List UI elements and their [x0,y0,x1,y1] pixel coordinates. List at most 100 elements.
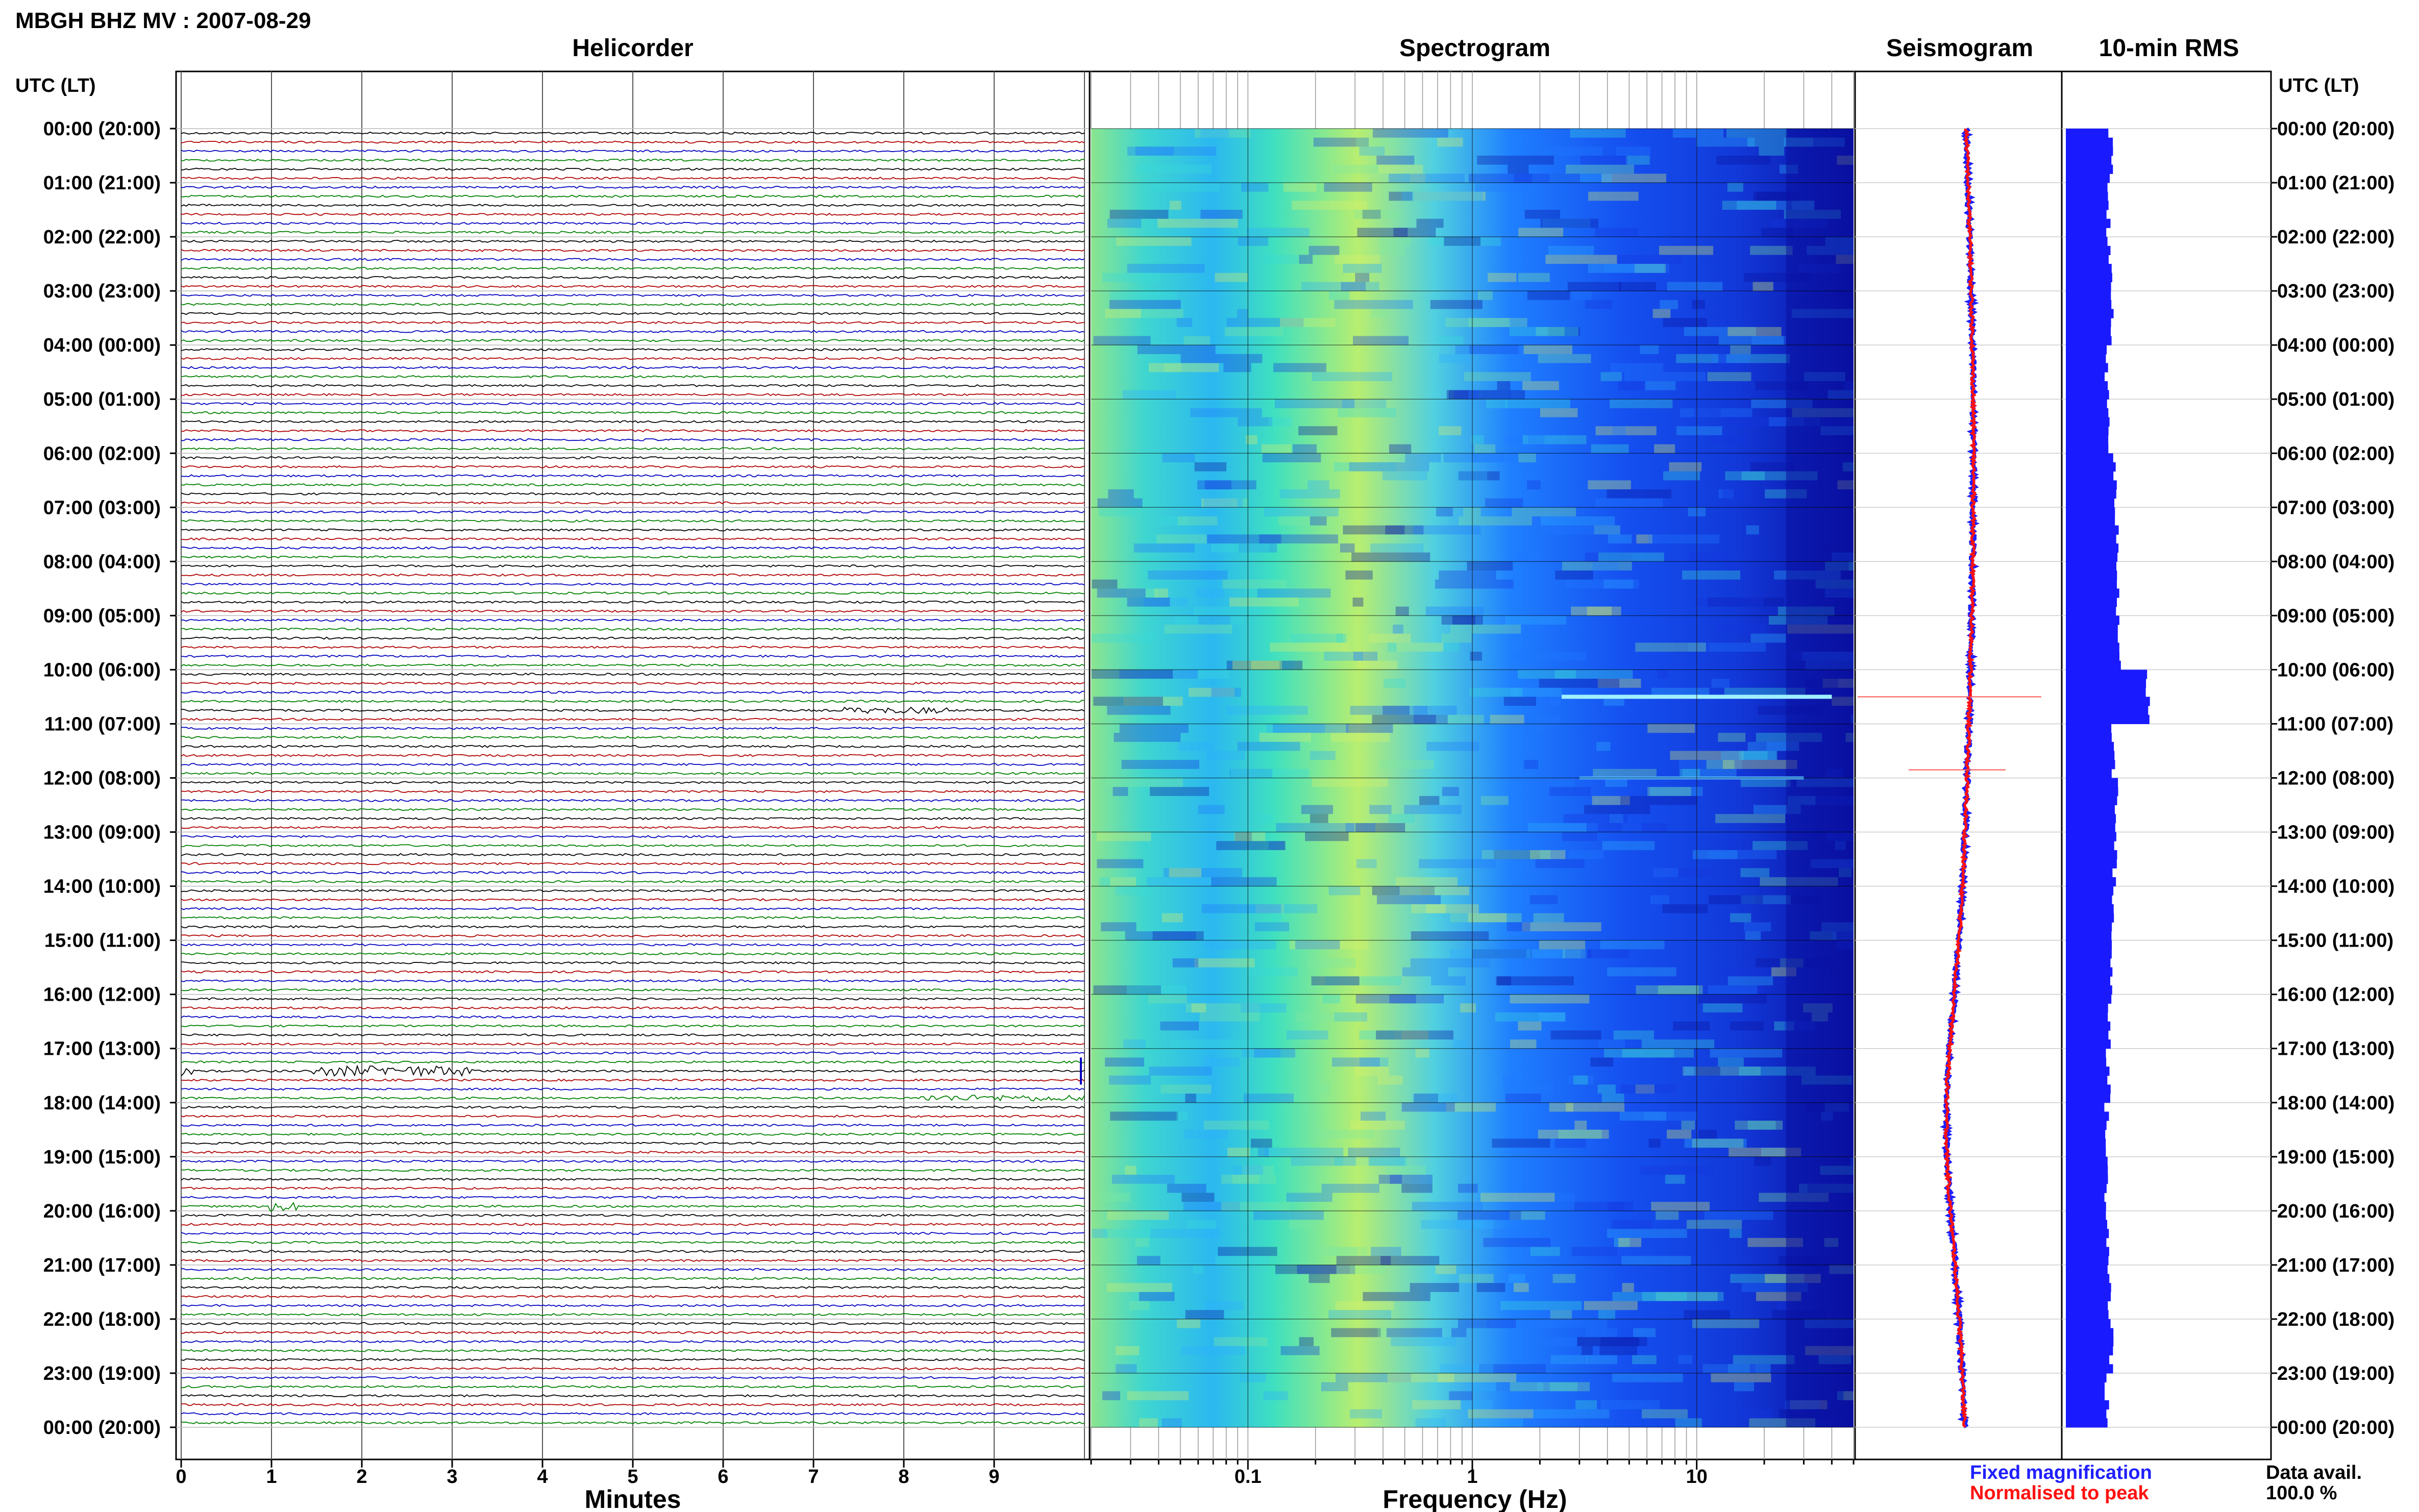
spectrogram-cell [1435,1265,1457,1274]
spectrogram-cell [1357,228,1436,237]
x-tick-label: 3 [447,1466,457,1488]
spectrogram-cell [1612,426,1626,435]
spectrogram-cell [1387,1373,1454,1382]
spectrogram-cell [1389,444,1412,454]
helicorder-trace [181,492,1085,495]
spectrogram-cell [1368,1156,1405,1166]
spectrogram-cell [1688,642,1766,652]
spectrogram-cell [1725,471,1765,481]
spectrogram-cell [1092,670,1173,679]
spectrogram-cell [1522,714,1561,724]
helicorder-trace [181,1403,1085,1406]
spectrogram-cell [1350,1409,1382,1419]
rms-bar [2066,1301,2108,1310]
rms-bar [2066,1328,2114,1337]
spectrogram-cell [1727,976,1773,985]
helicorder-trace [181,673,1085,676]
y-tick-label-right: 05:00 (01:00) [2277,389,2395,410]
spectrogram-cell [1342,399,1387,408]
spectrogram-cell [1270,642,1349,652]
spectrogram-cell [1110,1111,1178,1121]
spectrogram-cell [1176,318,1193,327]
spectrogram-cell [1331,733,1390,742]
spectrogram-cell [1472,949,1532,958]
spectrogram-cell [1199,1012,1260,1022]
spectrogram-cell [1566,164,1634,174]
spectrogram-cell [1355,272,1370,282]
helicorder-trace [181,1202,1085,1212]
spectrogram-cell [1562,832,1597,841]
spectrogram-cell [1223,363,1251,373]
spectrogram-cell [1656,1210,1679,1220]
rms-bar [2066,164,2113,174]
spectrogram-cell [1226,706,1308,715]
spectrogram-cell [1120,309,1183,318]
rms-bar [2066,778,2118,787]
helicorder-trace [181,564,1085,568]
spectrogram-cell [1345,823,1376,832]
helicorder-trace [181,582,1085,586]
helicorder-x-ticks: 0 1 2 3 4 5 6 7 8 9 [176,1459,1000,1488]
spectrogram-cell [1334,1012,1367,1022]
helicorder-trace [181,654,1085,658]
rms-bar [2066,1067,2110,1076]
spectrogram-cell [1291,1156,1356,1166]
spectrogram-cell [1171,1039,1251,1049]
spectrogram-cell [1328,886,1361,896]
spectrogram-cell [1718,336,1784,345]
y-tick-label-right: 09:00 (05:00) [2277,605,2395,627]
spectrogram-cell [1487,1319,1556,1328]
spectrogram-cell [1307,480,1329,489]
spectrogram-cell [1523,724,1545,733]
helicorder-trace [181,276,1085,279]
spectrogram-cell [1635,264,1666,273]
rms-bar [2066,1030,2109,1040]
spectrogram-cell [1325,976,1401,985]
helicorder-trace [181,1042,1085,1046]
x-tick-label: 2 [356,1466,367,1488]
spectrogram-cell [1310,751,1336,760]
helicorder-trace [181,1304,1085,1307]
spectrogram-cell [1565,949,1592,958]
spectrogram-cell [1197,670,1230,679]
rms-bar [2066,1166,2108,1175]
rms-bar [2066,922,2112,932]
spectrogram-cell [1468,1409,1534,1419]
rms-bar [2066,1148,2106,1157]
spectrogram-cell [1328,1310,1391,1319]
spectrogram-cell [1711,1373,1771,1382]
spectrogram-cell [1566,1102,1625,1112]
helicorder-trace [181,925,1085,929]
spectrogram-cell [1469,687,1523,697]
helicorder-trace [181,889,1085,893]
spectrogram-cell [1730,1274,1805,1283]
spectrogram-cell [1510,1039,1537,1049]
spectrogram-cell [1415,1418,1446,1427]
spectrogram-cell [1164,363,1181,373]
rms-bar [2066,498,2114,508]
spectrogram-cell [1735,1121,1783,1130]
y-tick-label-left: 02:00 (22:00) [43,227,161,248]
spectrogram-cell [1455,345,1522,354]
rms-bar [2066,183,2108,192]
spectrogram-cell [1162,913,1183,923]
spectrogram-cell [1640,345,1659,354]
spectrogram-cell [1336,633,1347,643]
spectrogram-cell [1711,679,1730,688]
rms-bar [2066,895,2112,905]
spectrogram-cell [1667,282,1723,291]
spectrogram-cell [1761,1148,1785,1157]
spectrogram-cell [1242,1166,1274,1175]
spectrogram-cell [1592,561,1619,571]
spectrogram-cell [1622,1283,1634,1292]
rms-bar [2066,1129,2106,1139]
rms-bar [2066,877,2116,887]
spectrogram-cell [1189,687,1235,697]
spectrogram-cell [1453,1039,1468,1049]
y-tick-label-left: 20:00 (16:00) [43,1201,161,1222]
spectrogram-cell [1672,129,1724,138]
rms-bar [2066,1094,2110,1103]
spectrogram-cell [1712,354,1750,363]
spectrogram-cell [1402,967,1448,977]
spectrogram-cell [1116,1364,1137,1373]
